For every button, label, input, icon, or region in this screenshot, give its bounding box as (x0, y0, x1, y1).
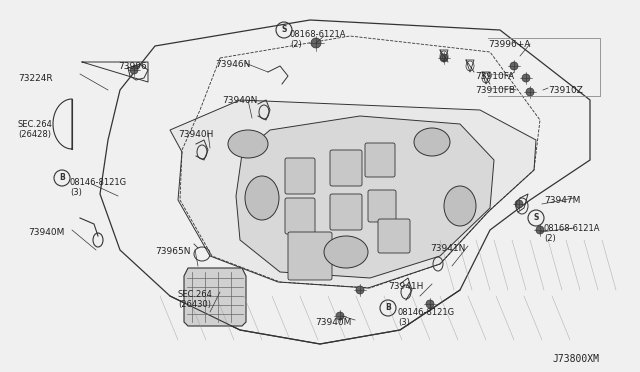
Circle shape (526, 88, 534, 96)
FancyBboxPatch shape (288, 232, 332, 280)
Ellipse shape (444, 186, 476, 226)
Text: S: S (282, 26, 287, 35)
Text: S: S (533, 214, 539, 222)
Text: 73910Z: 73910Z (548, 86, 583, 95)
FancyBboxPatch shape (365, 143, 395, 177)
FancyBboxPatch shape (285, 158, 315, 194)
Text: 73946N: 73946N (215, 60, 250, 69)
FancyBboxPatch shape (330, 150, 362, 186)
FancyBboxPatch shape (368, 190, 396, 222)
Text: 73965N: 73965N (155, 247, 191, 256)
Ellipse shape (324, 236, 368, 268)
Circle shape (440, 54, 448, 62)
Circle shape (426, 300, 434, 308)
Circle shape (515, 200, 523, 208)
Ellipse shape (414, 128, 450, 156)
Text: 08168-6121A
(2): 08168-6121A (2) (544, 224, 600, 243)
Circle shape (536, 226, 544, 234)
Circle shape (356, 286, 364, 294)
FancyBboxPatch shape (285, 198, 315, 234)
Text: 73940H: 73940H (178, 130, 213, 139)
Circle shape (510, 62, 518, 70)
FancyBboxPatch shape (378, 219, 410, 253)
Ellipse shape (228, 130, 268, 158)
Text: 08146-8121G
(3): 08146-8121G (3) (70, 178, 127, 198)
Text: 73996: 73996 (118, 62, 147, 71)
Circle shape (336, 312, 344, 320)
Text: 73941N: 73941N (430, 244, 465, 253)
Text: 73910FB: 73910FB (475, 86, 515, 95)
Text: 73910FA: 73910FA (475, 72, 514, 81)
Text: 73996+A: 73996+A (488, 40, 531, 49)
Text: 08146-8121G
(3): 08146-8121G (3) (398, 308, 455, 327)
Polygon shape (170, 100, 536, 288)
Text: 73947M: 73947M (544, 196, 580, 205)
Text: SEC.264
(26430): SEC.264 (26430) (178, 290, 213, 310)
Polygon shape (236, 116, 494, 278)
Text: B: B (59, 173, 65, 183)
Circle shape (130, 66, 138, 74)
Text: 73941H: 73941H (388, 282, 424, 291)
Text: 08168-6121A
(2): 08168-6121A (2) (290, 30, 346, 49)
Circle shape (311, 38, 321, 48)
Polygon shape (184, 268, 246, 326)
FancyBboxPatch shape (330, 194, 362, 230)
Text: 73224R: 73224R (18, 74, 52, 83)
Text: B: B (385, 304, 391, 312)
Text: SEC.264
(26428): SEC.264 (26428) (18, 120, 53, 140)
Text: 73940M: 73940M (315, 318, 351, 327)
Text: J73800XM: J73800XM (552, 354, 599, 364)
Ellipse shape (245, 176, 279, 220)
Text: 73940M: 73940M (28, 228, 65, 237)
Circle shape (522, 74, 530, 82)
Text: 73940N: 73940N (222, 96, 257, 105)
